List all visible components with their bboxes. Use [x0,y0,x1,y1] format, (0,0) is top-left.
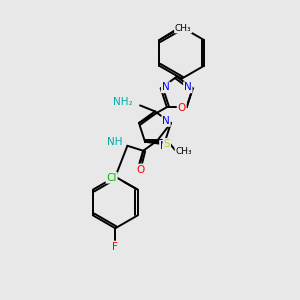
Text: Cl: Cl [106,173,117,183]
Text: N: N [162,82,170,92]
Text: CH₃: CH₃ [176,147,192,156]
Text: F: F [112,242,118,252]
Text: N: N [162,116,170,126]
Text: NH₂: NH₂ [112,98,132,107]
Text: N: N [160,141,168,151]
Text: S: S [164,139,170,149]
Text: O: O [136,165,144,175]
Text: N: N [184,82,192,92]
Text: CH₃: CH₃ [175,24,191,33]
Text: O: O [178,103,186,113]
Text: NH: NH [107,137,122,147]
